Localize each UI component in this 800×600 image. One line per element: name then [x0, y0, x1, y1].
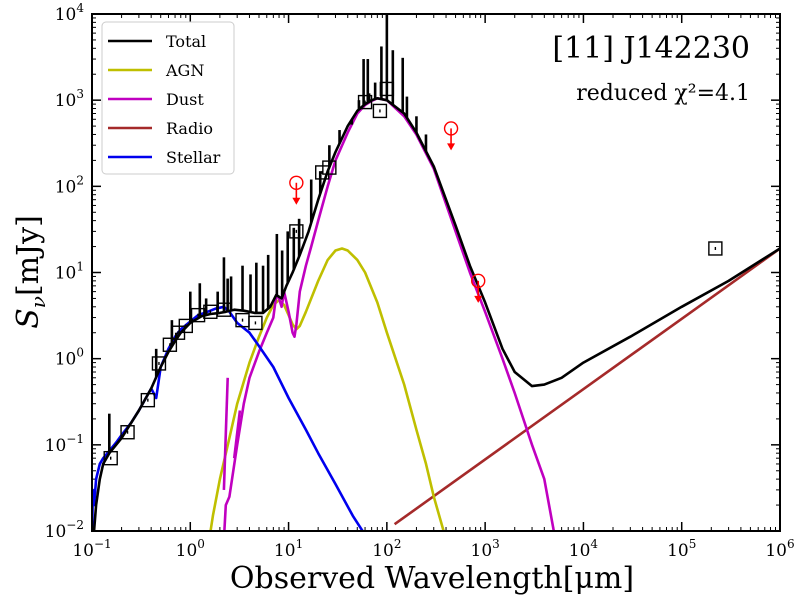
- photometry-point: [216, 302, 232, 317]
- x-tick-label: 106: [765, 537, 794, 561]
- marker-layer: [103, 81, 723, 466]
- x-tick-label: 101: [274, 537, 303, 561]
- y-tick-label: 104: [55, 1, 85, 25]
- photometry-point: [708, 241, 723, 256]
- x-axis-title: Observed Wavelength[μm]: [230, 561, 634, 596]
- y-tick-label: 10−1: [45, 432, 84, 456]
- agn-series-line: [209, 247, 445, 531]
- upper-limit-arrow-head: [292, 197, 301, 205]
- photometry-point: [357, 94, 373, 110]
- x-tick-label: 10−1: [72, 537, 111, 561]
- photometry-point: [120, 425, 135, 440]
- photometry-point: [140, 392, 156, 408]
- upper-limit-arrow-head: [474, 295, 483, 303]
- legend-label-radio: Radio: [166, 119, 213, 138]
- photometry-point: [103, 450, 118, 466]
- y-tick-label: 10−2: [45, 518, 84, 542]
- legend: Total AGN Dust Radio Stellar: [101, 21, 235, 175]
- plot-frame: [91, 13, 781, 532]
- y-tick-label: 103: [55, 87, 84, 111]
- radio-series-line: [393, 247, 780, 526]
- legend-label-total: Total: [166, 32, 206, 51]
- legend-box: [101, 21, 235, 175]
- y-axis-title: Sν[mJy]: [11, 215, 50, 329]
- x-tick-label: 105: [667, 537, 696, 561]
- dust-series-line-segment: [222, 377, 229, 490]
- y-tick-label: 102: [55, 173, 84, 197]
- photometry-point: [372, 103, 388, 119]
- chi-square-annotation: reduced χ²=4.1: [576, 81, 750, 106]
- photometry-point: [379, 81, 395, 97]
- photometry-point: [248, 315, 263, 331]
- photometry-point: [289, 224, 304, 239]
- chart-title: [11] J142230: [552, 31, 750, 66]
- x-axis-label: Observed Wavelength[μm]: [230, 561, 634, 596]
- dust-series-line-segment: [232, 410, 242, 459]
- legend-label-stellar: Stellar: [166, 148, 221, 167]
- photometry-point: [151, 356, 167, 371]
- ticks-layer: 10−1 100 101 102 103 104 105 10610−210−11001011…: [45, 1, 795, 561]
- upper-limit-arrow-head: [447, 143, 456, 151]
- x-tick-label: 103: [471, 537, 500, 561]
- legend-label-dust: Dust: [166, 90, 204, 109]
- y-tick-label: 100: [55, 346, 84, 370]
- legend-label-agn: AGN: [165, 61, 204, 80]
- photometry-point: [178, 318, 193, 334]
- y-tick-label: 101: [55, 260, 84, 284]
- photometry-point: [190, 307, 206, 323]
- y-axis-label: Sν[mJy]: [11, 215, 50, 329]
- x-tick-label: 102: [372, 537, 401, 561]
- photometry-point: [162, 337, 178, 352]
- x-tick-label: 104: [569, 537, 599, 561]
- dust-series-line: [223, 97, 556, 531]
- x-tick-label: 100: [176, 537, 205, 561]
- photometry-point: [322, 160, 337, 175]
